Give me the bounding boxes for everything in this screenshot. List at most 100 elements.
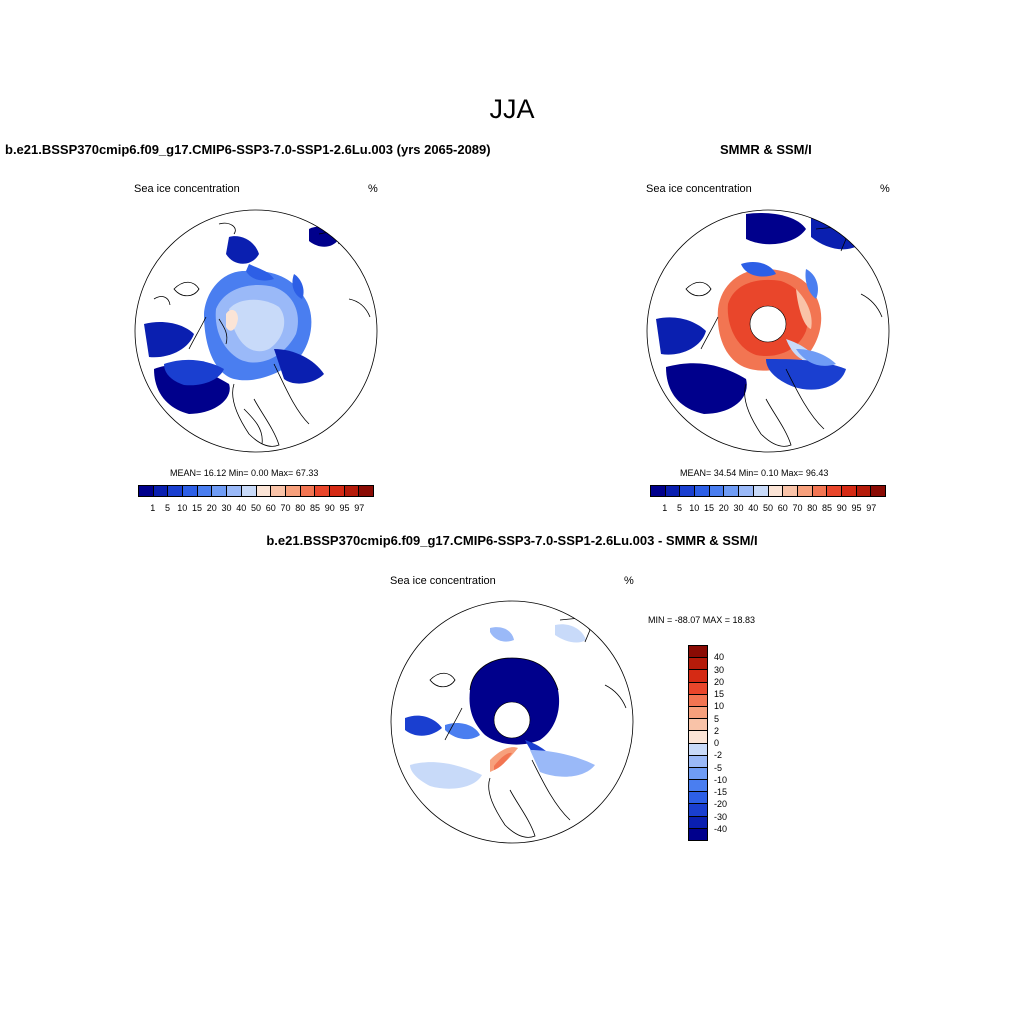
panel-1-colorbar-tick-label: 95 [339, 503, 350, 513]
panel-2-colorbar [650, 485, 886, 497]
panel-2-colorbar-swatch [856, 486, 872, 496]
panel-2-colorbar-tick-label: 1 [662, 503, 668, 513]
panel-1-colorbar-tick-label: 60 [265, 503, 276, 513]
panel-3-colorbar-tick-label: 40 [714, 652, 725, 663]
panel-3-colorbar-swatch [689, 682, 707, 695]
panel-3-colorbar-swatch [689, 767, 707, 781]
panel-1-title: b.e21.BSSP370cmip6.f09_g17.CMIP6-SSP3-7.… [5, 142, 491, 157]
panel-3-colorbar-tick-label: 0 [714, 738, 720, 748]
figure-title: JJA [489, 94, 535, 124]
panel-2-colorbar-tick-label: 5 [676, 503, 683, 513]
panel-3-title: b.e21.BSSP370cmip6.f09_g17.CMIP6-SSP3-7.… [266, 533, 758, 548]
panel-2-colorbar-swatch [709, 486, 725, 496]
panel-3-colorbar-swatch [689, 780, 707, 793]
panel-2-colorbar-tick-label: 85 [821, 503, 833, 513]
panel-2-colorbar-swatch [651, 486, 666, 496]
panel-3-colorbar-tick-label: 20 [714, 676, 725, 687]
panel-3-colorbar-tick-label: -2 [714, 750, 723, 761]
panel-1-colorbar-swatch [315, 486, 330, 496]
panel-2-colorbar-tick-label: 95 [851, 503, 862, 513]
panel-1-colorbar [138, 485, 374, 497]
panel-2-colorbar-tick-label: 60 [777, 503, 788, 513]
panel-1-colorbar-tick-label: 10 [177, 503, 188, 513]
panel-2-colorbar-tick-label: 50 [762, 503, 774, 513]
panel-3-colorbar-swatch [689, 731, 707, 744]
panel-3-colorbar-tick-label: 30 [714, 664, 725, 675]
panel-3-colorbar-swatch [689, 804, 707, 817]
panel-3-colorbar [688, 645, 708, 841]
panel-1-colorbar-ticks: 1 5 10 15 20 30 40 50 60 70 80 85 90 95 97 [138, 503, 374, 515]
panel-2-colorbar-tick-label: 15 [703, 503, 715, 513]
panel-1-colorbar-swatch [329, 486, 345, 496]
panel-2-colorbar-swatch [695, 486, 710, 496]
panel-2-colorbar-swatch [812, 486, 828, 496]
panel-2-colorbar-swatch [797, 486, 813, 496]
panel-3-colorbar-swatch [689, 706, 707, 720]
panel-1-colorbar-swatch [197, 486, 213, 496]
panel-1-colorbar-swatch [271, 486, 286, 496]
panel-2-colorbar-tick-label: 80 [807, 503, 818, 513]
panel-1-colorbar-tick-label: 5 [164, 503, 171, 513]
panel-1-colorbar-swatch [183, 486, 198, 496]
panel-2-polar-map [646, 209, 890, 453]
panel-2-colorbar-swatch [739, 486, 754, 496]
panel-1-colorbar-tick-label: 20 [206, 503, 217, 513]
panel-2-variable-label: Sea ice concentration [646, 183, 752, 195]
panel-1-colorbar-swatch [212, 486, 228, 496]
panel-2-colorbar-swatch [680, 486, 696, 496]
panel-2-colorbar-tick-label: 20 [718, 503, 729, 513]
panel-2-colorbar-swatch [665, 486, 681, 496]
panel-1-colorbar-tick-label: 40 [236, 503, 247, 513]
panel-3-colorbar-tick-label: 2 [714, 725, 720, 736]
panel-2-colorbar-swatch [871, 486, 885, 496]
panel-1-colorbar-tick-label: 90 [324, 503, 335, 513]
panel-1-colorbar-tick-label: 50 [250, 503, 262, 513]
panel-3-colorbar-tick-label: -15 [714, 787, 728, 797]
panel-1-stats: MEAN= 16.12 Min= 0.00 Max= 67.33 [170, 468, 319, 478]
panel-1-colorbar-swatch [285, 486, 301, 496]
panel-1-colorbar-tick-label: 30 [221, 503, 232, 513]
panel-1-variable-label: Sea ice concentration [134, 183, 240, 195]
panel-2-colorbar-swatch [841, 486, 857, 496]
panel-1-colorbar-tick-label: 15 [191, 503, 203, 513]
panel-2-colorbar-swatch [753, 486, 769, 496]
panel-1-colorbar-tick-label: 97 [354, 503, 365, 513]
panel-2-colorbar-swatch [724, 486, 740, 496]
panel-3-colorbar-tick-label: 5 [714, 713, 720, 724]
panel-2-colorbar-tick-label: 97 [866, 503, 877, 513]
panel-3-variable-label: Sea ice concentration [390, 575, 496, 587]
panel-2-title: SMMR & SSM/I [720, 142, 812, 157]
panel-3-colorbar-tick-label: -10 [714, 774, 728, 785]
panel-2-colorbar-swatch [768, 486, 784, 496]
panel-2-colorbar-swatch [827, 486, 842, 496]
panel-3-polar-map [390, 600, 634, 844]
panel-3-colorbar-ticks: 40 30 20 15 10 5 2 0 -2 -5 -10 -15 -20 -30 -40 [714, 645, 744, 841]
panel-1-units-label: % [368, 183, 378, 195]
panel-1-colorbar-tick-label: 1 [150, 503, 156, 513]
panel-2-colorbar-swatch [783, 486, 798, 496]
panel-1-colorbar-swatch [241, 486, 257, 496]
panel-3-colorbar-tick-label: -40 [714, 823, 728, 834]
panel-1-colorbar-swatch [139, 486, 154, 496]
panel-2-colorbar-tick-label: 40 [748, 503, 759, 513]
panel-1-colorbar-tick-label: 85 [309, 503, 321, 513]
panel-3-stats: MIN = -88.07 MAX = 18.83 [648, 615, 756, 625]
panel-1-colorbar-swatch [153, 486, 169, 496]
panel-3-colorbar-swatch [689, 743, 707, 756]
panel-1-colorbar-swatch [227, 486, 242, 496]
panel-3-colorbar-swatch [689, 792, 707, 805]
panel-3-colorbar-tick-label: 15 [714, 689, 725, 699]
panel-3-colorbar-swatch [689, 658, 707, 671]
panel-3-colorbar-tick-label: -20 [714, 799, 728, 810]
panel-3-diff-basin [469, 658, 560, 745]
panel-1-colorbar-tick-label: 80 [295, 503, 306, 513]
panel-3-colorbar-tick-label: 10 [714, 701, 725, 712]
panel-1-colorbar-swatch [344, 486, 360, 496]
panel-1-polar-map [134, 209, 378, 453]
panel-3-colorbar-tick-label: -5 [714, 762, 723, 773]
panel-1-colorbar-swatch [359, 486, 373, 496]
panel-1-colorbar-swatch [256, 486, 272, 496]
panel-3-colorbar-swatch [689, 670, 707, 683]
panel-2-colorbar-tick-label: 10 [689, 503, 700, 513]
panel-3-units-label: % [624, 575, 634, 587]
